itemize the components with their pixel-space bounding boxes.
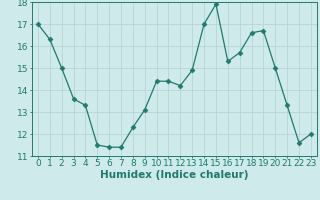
X-axis label: Humidex (Indice chaleur): Humidex (Indice chaleur) (100, 170, 249, 180)
